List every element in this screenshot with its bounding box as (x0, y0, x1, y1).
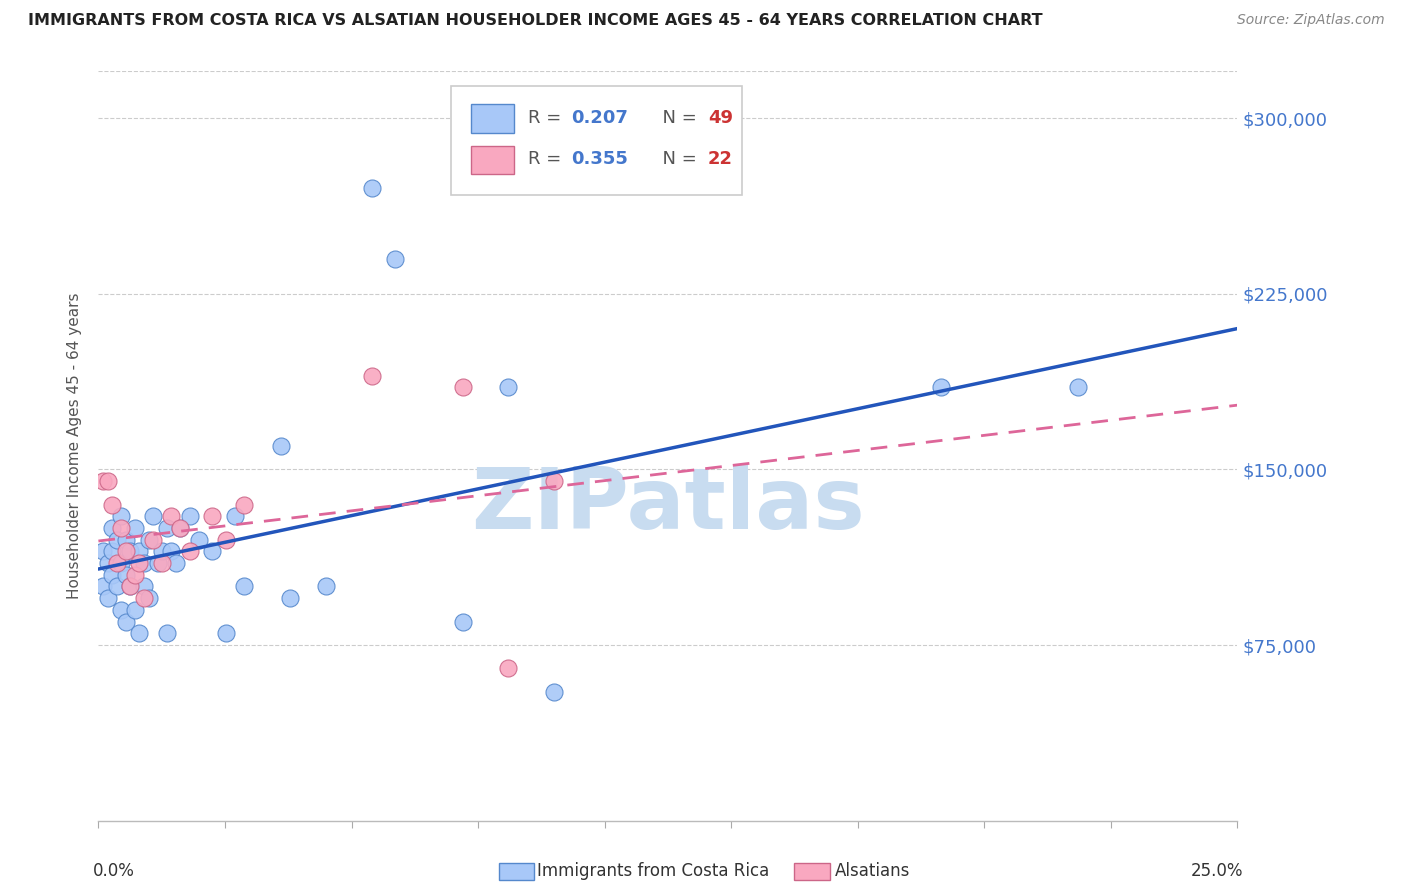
Point (169, 521, 191, 535)
Text: 0.0%: 0.0% (93, 862, 135, 880)
Point (169, 521, 191, 535)
Point (543, 474, 565, 488)
Point (156, 521, 179, 535)
Point (114, 567, 136, 582)
FancyBboxPatch shape (471, 145, 515, 174)
Point (187, 533, 209, 547)
Point (1067, 380, 1090, 394)
Point (138, 591, 160, 606)
Point (498, 380, 520, 394)
Point (91, 474, 114, 488)
Text: 0.207: 0.207 (571, 109, 628, 127)
Point (929, 380, 952, 394)
Point (315, 580, 337, 594)
Point (160, 509, 183, 524)
Point (91, 580, 114, 594)
Point (120, 580, 142, 594)
Text: R =: R = (527, 150, 567, 168)
Point (120, 580, 142, 594)
Point (451, 380, 474, 394)
Point (498, 661, 520, 675)
Point (360, 181, 382, 195)
Point (110, 509, 132, 524)
Point (101, 521, 124, 535)
Point (114, 615, 136, 629)
Point (128, 556, 150, 570)
Point (543, 685, 565, 699)
Point (114, 544, 136, 558)
Point (91, 544, 114, 558)
Point (105, 533, 128, 547)
Point (215, 626, 238, 640)
Y-axis label: Householder Income Ages 45 - 64 years: Householder Income Ages 45 - 64 years (67, 293, 83, 599)
Text: N =: N = (651, 150, 702, 168)
Text: 0.355: 0.355 (571, 150, 628, 168)
Point (233, 498, 256, 512)
Text: IMMIGRANTS FROM COSTA RICA VS ALSATIAN HOUSEHOLDER INCOME AGES 45 - 64 YEARS COR: IMMIGRANTS FROM COSTA RICA VS ALSATIAN H… (28, 13, 1043, 29)
Point (101, 567, 124, 582)
Point (179, 544, 201, 558)
Point (142, 533, 165, 547)
Point (101, 544, 124, 558)
Point (124, 521, 146, 535)
Point (150, 556, 173, 570)
Point (132, 556, 155, 570)
Point (142, 509, 165, 524)
Point (270, 439, 292, 453)
Point (150, 544, 173, 558)
Point (165, 556, 187, 570)
Point (179, 509, 201, 524)
Point (384, 252, 406, 266)
Point (96, 556, 118, 570)
Point (101, 498, 124, 512)
Text: Source: ZipAtlas.com: Source: ZipAtlas.com (1237, 13, 1385, 28)
Point (278, 591, 301, 606)
Text: N =: N = (651, 109, 702, 127)
FancyBboxPatch shape (471, 104, 515, 133)
Point (156, 626, 179, 640)
Point (114, 533, 136, 547)
Point (128, 626, 150, 640)
Text: R =: R = (527, 109, 567, 127)
Point (110, 521, 132, 535)
Point (132, 580, 155, 594)
Point (105, 580, 128, 594)
Point (146, 556, 169, 570)
Point (110, 556, 132, 570)
Point (233, 580, 256, 594)
FancyBboxPatch shape (451, 87, 742, 195)
Text: Alsatians: Alsatians (835, 862, 911, 880)
Point (120, 544, 142, 558)
Text: Immigrants from Costa Rica: Immigrants from Costa Rica (537, 862, 769, 880)
Point (201, 544, 224, 558)
Point (96, 591, 118, 606)
Point (224, 509, 246, 524)
Text: 22: 22 (707, 150, 733, 168)
Text: ZIPatlas: ZIPatlas (471, 465, 865, 548)
Point (105, 556, 128, 570)
Point (128, 544, 150, 558)
Point (96, 474, 118, 488)
Text: 25.0%: 25.0% (1191, 862, 1243, 880)
Point (360, 368, 382, 383)
Point (132, 591, 155, 606)
Point (201, 509, 224, 524)
Point (138, 533, 160, 547)
Point (160, 544, 183, 558)
Point (451, 615, 474, 629)
Point (124, 567, 146, 582)
Point (124, 603, 146, 617)
Point (110, 603, 132, 617)
Text: 49: 49 (707, 109, 733, 127)
Point (215, 533, 238, 547)
